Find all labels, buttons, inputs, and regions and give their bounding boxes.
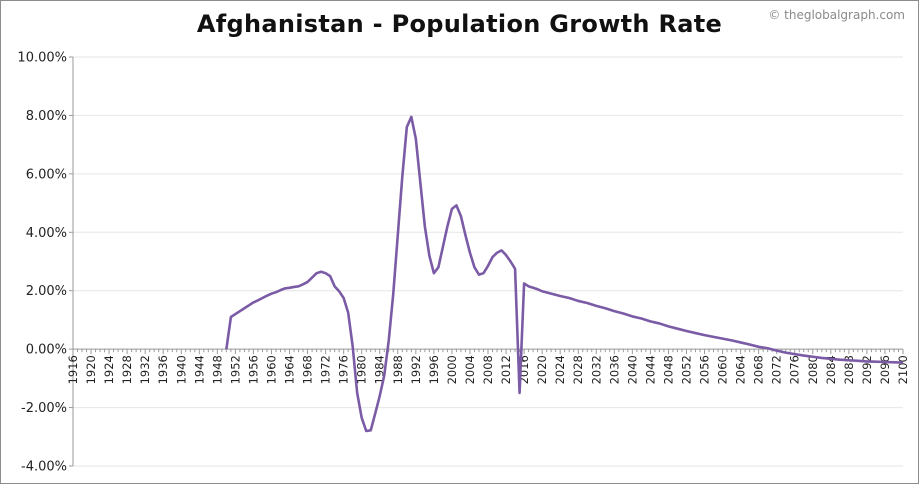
x-tick-label: 2020	[535, 355, 549, 384]
x-tick-label: 2004	[463, 355, 477, 384]
credit-text: © theglobalgraph.com	[768, 8, 905, 22]
x-tick-label: 2080	[806, 355, 820, 384]
x-tick-label: 2036	[607, 355, 621, 384]
x-tick-label: 1916	[66, 355, 80, 384]
y-axis-ticks: -4.00% -2.00% 0.00% 2.00% 4.00% 6.00% 8.00% 10.…	[17, 51, 73, 475]
x-tick-label: 1996	[427, 355, 441, 384]
y-tick-label: -2.00%	[21, 401, 67, 416]
x-tick-label: 2012	[499, 355, 513, 384]
x-tick-label: 2008	[481, 355, 495, 384]
series-group	[225, 115, 904, 433]
x-tick-label: 2060	[716, 355, 730, 384]
y-tick-label: -4.00%	[21, 460, 67, 475]
x-tick-label: 1956	[246, 355, 260, 384]
x-tick-label: 1920	[84, 355, 98, 384]
x-tick-label: 2100	[896, 355, 910, 384]
chart-title: Afghanistan - Population Growth Rate	[196, 10, 723, 38]
x-tick-label: 2084	[824, 355, 838, 384]
x-tick-label: 2088	[842, 355, 856, 384]
x-tick-label: 1976	[337, 355, 351, 384]
x-tick-label: 1964	[283, 355, 297, 384]
x-tick-label: 2068	[752, 355, 766, 384]
x-tick-label: 2056	[698, 355, 712, 384]
x-tick-label: 2048	[661, 355, 675, 384]
y-tick-label: 6.00%	[26, 167, 67, 182]
x-tick-label: 1932	[138, 355, 152, 384]
x-tick-label: 2044	[643, 355, 657, 384]
x-tick-label: 2028	[571, 355, 585, 384]
x-tick-label: 1992	[409, 355, 423, 384]
x-tick-label: 2076	[788, 355, 802, 384]
x-tick-label: 2096	[878, 355, 892, 384]
x-tick-label: 2040	[625, 355, 639, 384]
x-tick-label: 2092	[860, 355, 874, 384]
x-tick-label: 1948	[210, 355, 224, 384]
x-tick-label: 1972	[319, 355, 333, 384]
x-tick-label: 1940	[174, 355, 188, 384]
x-tick-label: 1988	[391, 355, 405, 384]
axes	[72, 57, 903, 466]
y-tick-label: 2.00%	[26, 284, 67, 299]
series-line	[225, 115, 904, 433]
x-tick-label: 2024	[553, 355, 567, 384]
x-tick-label: 1968	[301, 355, 315, 384]
x-tick-label: 2000	[445, 355, 459, 384]
x-tick-label: 1944	[192, 355, 206, 384]
x-tick-label: 1936	[156, 355, 170, 384]
x-tick-label: 2064	[734, 355, 748, 384]
y-tick-label: 4.00%	[26, 226, 67, 241]
x-tick-label: 1924	[102, 355, 116, 384]
x-tick-label: 2052	[679, 355, 693, 384]
x-tick-label: 2072	[770, 355, 784, 384]
x-axis-ticks: 1916 1920 1924 1928 1932 1936 1940 1944 1948 1952…	[66, 349, 910, 384]
x-tick-label: 1952	[228, 355, 242, 384]
y-tick-label: 8.00%	[26, 109, 67, 124]
gridlines	[73, 56, 903, 467]
x-tick-label: 1980	[355, 355, 369, 384]
x-tick-label: 2032	[589, 355, 603, 384]
y-tick-label: 0.00%	[26, 343, 67, 358]
x-tick-label: 1960	[264, 355, 278, 384]
y-tick-label: 10.00%	[17, 51, 67, 66]
x-tick-label: 1928	[120, 355, 134, 384]
